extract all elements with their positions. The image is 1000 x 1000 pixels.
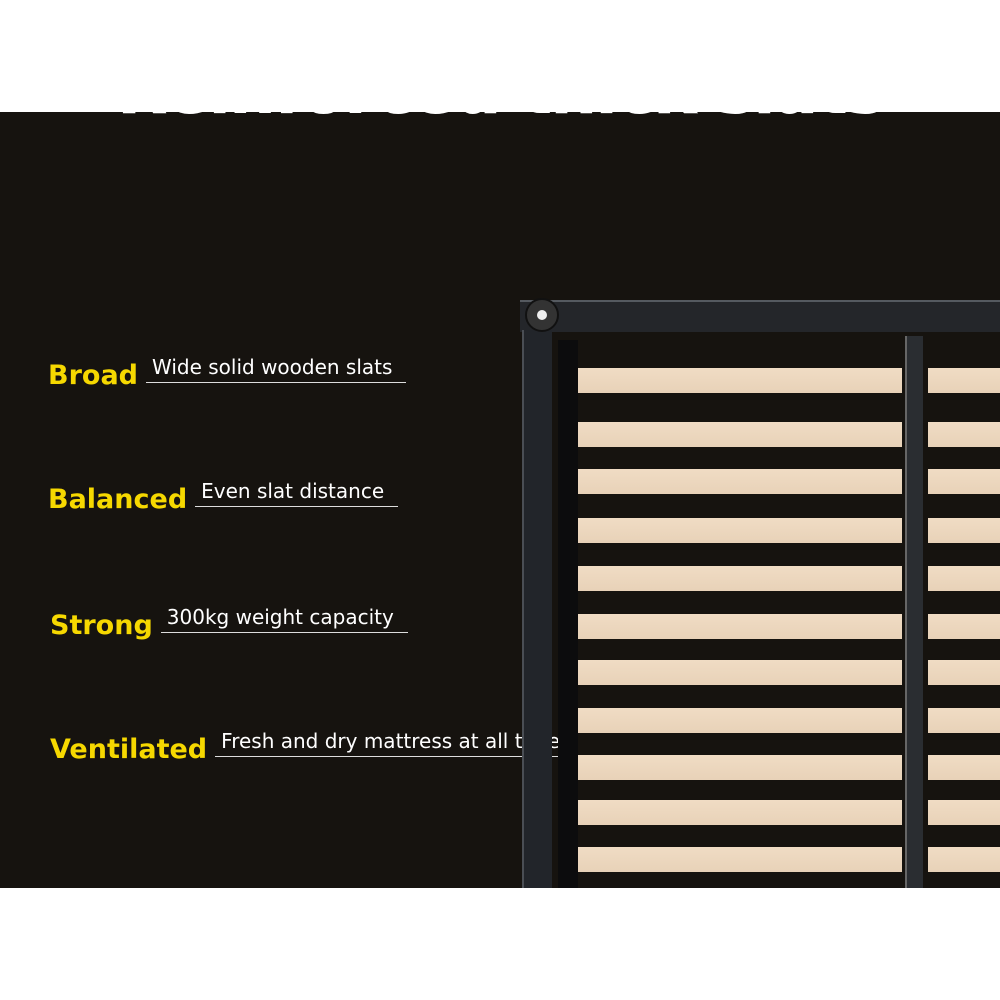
feature-key: Ventilated [50,734,208,765]
feature-key: Broad [48,360,138,391]
wooden-slat [578,566,902,591]
wooden-slat [928,755,1000,780]
wooden-slat [578,469,902,494]
wooden-slat [578,800,902,825]
wooden-slat [928,566,1000,591]
wooden-slat [928,708,1000,733]
wooden-slat [578,847,902,872]
feature-value: Wide solid wooden slats [146,356,407,383]
page-title: Reinforced thick slats [116,52,885,129]
wooden-slat [928,800,1000,825]
wooden-slat [928,469,1000,494]
feature-value: Fresh and dry mattress at all times [215,730,585,757]
feature-strong: Strong 300kg weight capacity [50,606,408,641]
wooden-slat [928,368,1000,393]
wooden-slat [578,518,902,543]
frame-inner-rail [558,340,578,888]
feature-balanced: Balanced Even slat distance [48,480,399,515]
wooden-slat [578,755,902,780]
feature-value: Even slat distance [195,480,399,507]
corner-bolt-icon [525,298,559,332]
feature-ventilated: Ventilated Fresh and dry mattress at all… [50,730,585,765]
wooden-slat [928,847,1000,872]
feature-key: Strong [50,610,153,641]
feature-key: Balanced [48,484,188,515]
wooden-slat [578,422,902,447]
frame-top-rail [520,300,1000,332]
wooden-slat [928,422,1000,447]
wooden-slat [928,614,1000,639]
wooden-slat [928,518,1000,543]
feature-value: 300kg weight capacity [160,606,408,633]
frame-left-rail [522,330,552,888]
feature-broad: Broad Wide solid wooden slats [48,356,407,391]
wooden-slat [578,614,902,639]
wooden-slat [928,660,1000,685]
wooden-slat [578,660,902,685]
wooden-slat [578,708,902,733]
frame-center-support [905,336,923,888]
wooden-slat [578,368,902,393]
